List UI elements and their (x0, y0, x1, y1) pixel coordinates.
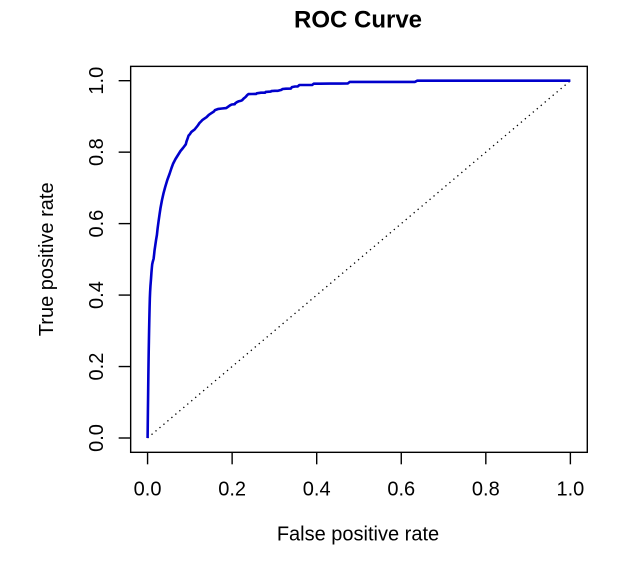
svg-text:0.6: 0.6 (387, 478, 415, 500)
svg-text:0.4: 0.4 (303, 478, 331, 500)
svg-text:0.4: 0.4 (86, 281, 108, 309)
svg-text:1.0: 1.0 (86, 67, 108, 95)
svg-text:0.0: 0.0 (86, 424, 108, 452)
svg-text:ROC Curve: ROC Curve (294, 7, 422, 34)
svg-text:False positive rate: False positive rate (277, 523, 439, 545)
svg-text:0.2: 0.2 (86, 353, 108, 381)
svg-text:1.0: 1.0 (556, 478, 584, 500)
svg-text:0.8: 0.8 (86, 138, 108, 166)
svg-text:True positive rate: True positive rate (36, 182, 58, 336)
svg-text:0.2: 0.2 (218, 478, 246, 500)
svg-text:0.6: 0.6 (86, 210, 108, 238)
svg-text:0.8: 0.8 (472, 478, 500, 500)
svg-text:0.0: 0.0 (134, 478, 162, 500)
